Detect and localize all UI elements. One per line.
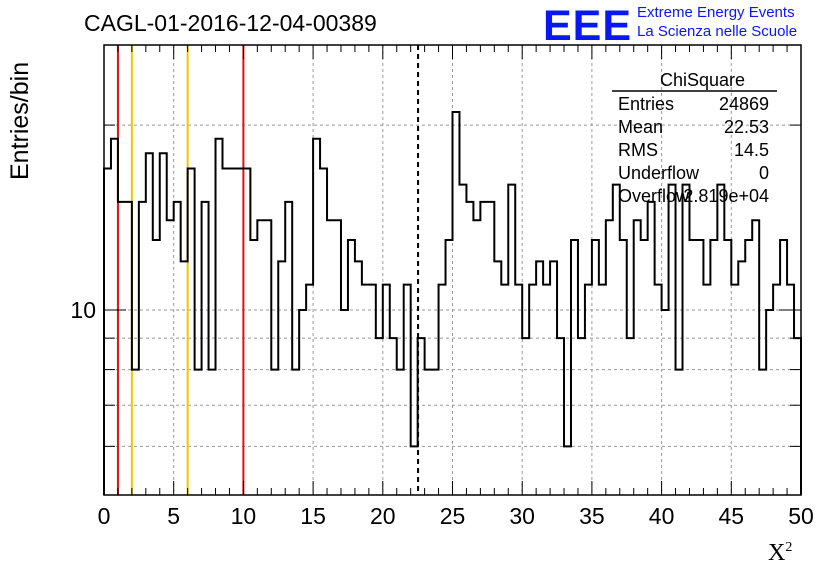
chart-title: CAGL-01-2016-12-04-00389 [84,10,377,36]
logo-caption-line2: La Scienza nelle Scuole [637,23,798,40]
x-tick-label: 10 [231,503,257,529]
stats-row-value: 14.5 [734,140,769,160]
stats-row-label: Mean [618,117,663,137]
x-tick-label: 50 [788,503,814,529]
x-tick-label: 25 [440,503,466,529]
stats-box: ChiSquare Entries 24869 Mean 22.53 RMS 14.5 Und… [612,70,777,206]
x-tick-label: 20 [370,503,396,529]
x-tick-label: 30 [509,503,535,529]
stats-row-label: Underflow [618,163,700,183]
stats-row-value: 22.53 [724,117,769,137]
tick-label-layer: 0 5 10 15 20 25 30 35 40 45 50 10 [70,297,813,529]
stats-row-label: RMS [618,140,658,160]
x-axis-label-main: X [768,540,786,566]
x-tick-label: 5 [167,503,180,529]
stats-row-value: 0 [759,163,769,183]
stats-box-title: ChiSquare [660,70,745,90]
vertical-line-layer [116,45,420,495]
y-tick-label: 10 [70,297,96,323]
x-axis-label-superscript: 2 [785,540,793,555]
x-tick-label: 0 [98,503,111,529]
eee-logo: EEE [543,2,633,50]
x-tick-label: 15 [300,503,326,529]
tick-layer [103,45,802,496]
x-tick-label: 45 [719,503,745,529]
stats-row-label: Entries [618,94,674,114]
logo-caption-line1: Extreme Energy Events [637,4,795,21]
histogram-outline [103,111,802,495]
x-tick-label: 40 [649,503,675,529]
stats-row-value: 24869 [719,94,769,114]
stats-row-label: Overflow [618,186,690,206]
stats-row-value: 2.819e+04 [683,186,769,206]
x-axis-label: X2 [768,540,792,567]
x-tick-label: 35 [579,503,605,529]
